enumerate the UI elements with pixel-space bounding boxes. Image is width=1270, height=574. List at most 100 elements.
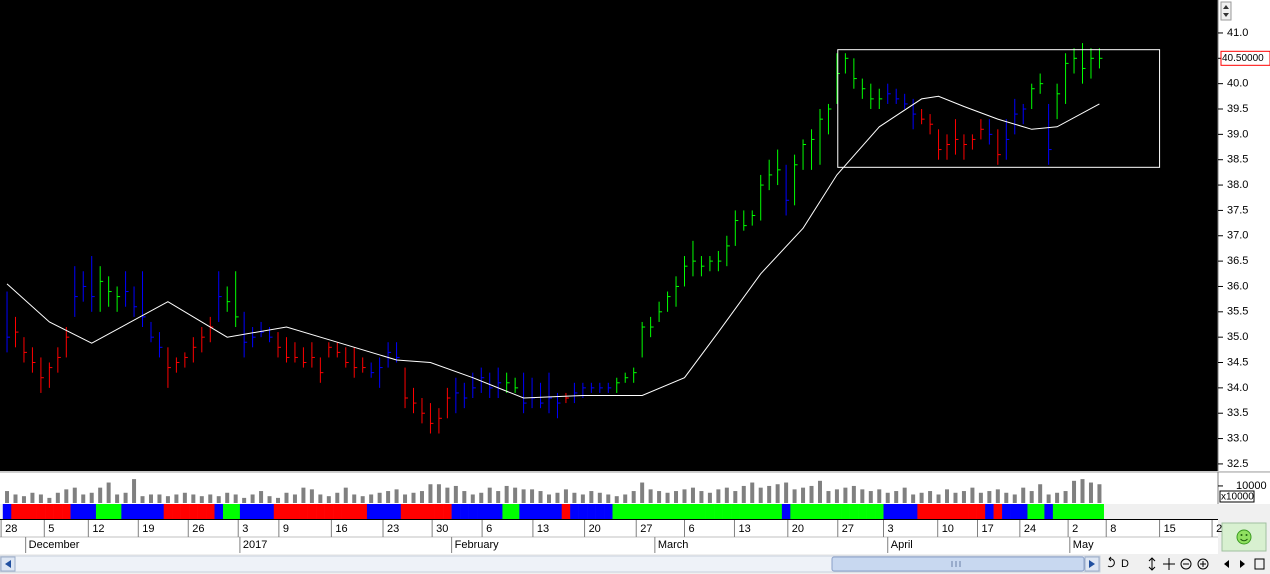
regime-segment — [248, 504, 258, 519]
regime-segment — [1018, 504, 1028, 519]
volume-bar — [377, 492, 382, 503]
regime-segment — [790, 504, 800, 519]
regime-segment — [705, 504, 715, 519]
volume-bar — [623, 494, 628, 503]
volume-bar — [758, 487, 763, 503]
regime-segment — [290, 504, 300, 519]
regime-segment — [663, 504, 673, 519]
volume-bar — [961, 491, 966, 503]
volume-bar — [428, 484, 433, 503]
y-tick-label: 37.0 — [1227, 230, 1248, 242]
forward-icon[interactable] — [1240, 560, 1245, 568]
volume-bar — [843, 487, 848, 503]
volume-bar — [1055, 492, 1060, 503]
regime-segment — [510, 504, 520, 519]
zoom-in-icon[interactable] — [1197, 558, 1209, 570]
regime-segment — [925, 504, 935, 519]
volume-bar — [902, 487, 907, 503]
window-icon[interactable] — [1254, 558, 1265, 570]
regime-segment — [1010, 504, 1020, 519]
axis-scroll-button[interactable] — [1220, 1, 1232, 21]
regime-segment — [95, 504, 105, 519]
regime-segment — [375, 504, 385, 519]
regime-segment — [129, 504, 139, 519]
back-icon[interactable] — [1224, 560, 1229, 568]
regime-segment — [519, 504, 529, 519]
volume-bar — [487, 487, 492, 503]
scroll-arrows-top[interactable] — [1220, 1, 1232, 21]
volume-bar — [606, 494, 611, 503]
volume-bar — [140, 496, 145, 503]
volume-bar — [5, 491, 10, 503]
volume-bar — [301, 487, 306, 503]
volume-bar — [801, 487, 806, 503]
volume-bar — [148, 494, 153, 503]
volume-bar — [123, 492, 128, 503]
regime-segment — [392, 504, 402, 519]
volume-bar — [877, 489, 882, 503]
regime-segment — [468, 504, 478, 519]
volume-bar — [182, 492, 187, 503]
volume-bar — [352, 494, 357, 503]
regime-segment — [1027, 504, 1037, 519]
regime-segment — [612, 504, 622, 519]
vertical-pan-icon[interactable] — [1148, 557, 1156, 571]
volume-bar — [563, 489, 568, 503]
volume-bar — [419, 491, 424, 503]
regime-segment — [951, 504, 961, 519]
date-tick-label: 3 — [242, 523, 248, 535]
y-tick-label: 35.0 — [1227, 331, 1248, 343]
zoom-out-icon[interactable] — [1180, 558, 1192, 570]
date-tick-label: 15 — [1164, 523, 1176, 535]
status-indicator[interactable] — [1221, 522, 1267, 552]
volume-bar — [89, 492, 94, 503]
regime-segment — [493, 504, 503, 519]
volume-bar — [834, 489, 839, 503]
regime-segment — [341, 504, 351, 519]
volume-bar — [470, 494, 475, 503]
volume-bar — [513, 487, 518, 503]
volume-bar — [682, 489, 687, 503]
scroll-right-icon — [1089, 560, 1095, 568]
smiley-mouth — [1240, 538, 1248, 542]
volume-bar — [132, 479, 137, 503]
date-tick-label: 19 — [142, 523, 154, 535]
volume-bar — [809, 485, 814, 503]
scroll-track[interactable] — [0, 555, 1101, 573]
volume-bar — [1046, 494, 1051, 503]
y-tick-label: 33.0 — [1227, 432, 1248, 444]
volume-bar — [504, 485, 509, 503]
regime-segment — [697, 504, 706, 519]
volume-bar — [733, 491, 738, 503]
smiley-eye — [1240, 534, 1243, 536]
regime-segment — [485, 504, 495, 519]
regime-segment — [53, 504, 63, 519]
pan-icon[interactable] — [1163, 558, 1175, 570]
date-tick-label: 6 — [486, 523, 492, 535]
regime-segment — [299, 504, 308, 519]
regime-segment — [180, 504, 190, 519]
volume-bar — [72, 487, 77, 503]
volume-bar — [496, 491, 501, 503]
volume-bar — [707, 492, 712, 503]
regime-segment — [451, 504, 461, 519]
scrollbar[interactable] — [0, 555, 1101, 573]
regime-segment — [587, 504, 596, 519]
volume-bar — [995, 489, 1000, 503]
regime-segment — [570, 504, 579, 519]
volume-bar — [55, 492, 60, 503]
scroll-thumb[interactable] — [831, 556, 1085, 572]
volume-bar — [208, 494, 213, 503]
volume-bar — [318, 494, 323, 503]
regime-segment — [934, 504, 944, 519]
toolbar-label[interactable]: D — [1121, 558, 1129, 570]
scroll-left-icon — [5, 560, 11, 568]
volume-bar — [817, 480, 822, 503]
y-tick-label: 32.5 — [1227, 458, 1248, 470]
volume-bar — [259, 491, 264, 503]
regime-segment — [155, 504, 164, 519]
volume-bar — [775, 484, 780, 503]
y-tick-label: 39.0 — [1227, 128, 1248, 140]
y-tick-label: 39.5 — [1227, 103, 1248, 115]
refresh-icon[interactable] — [1107, 556, 1115, 568]
